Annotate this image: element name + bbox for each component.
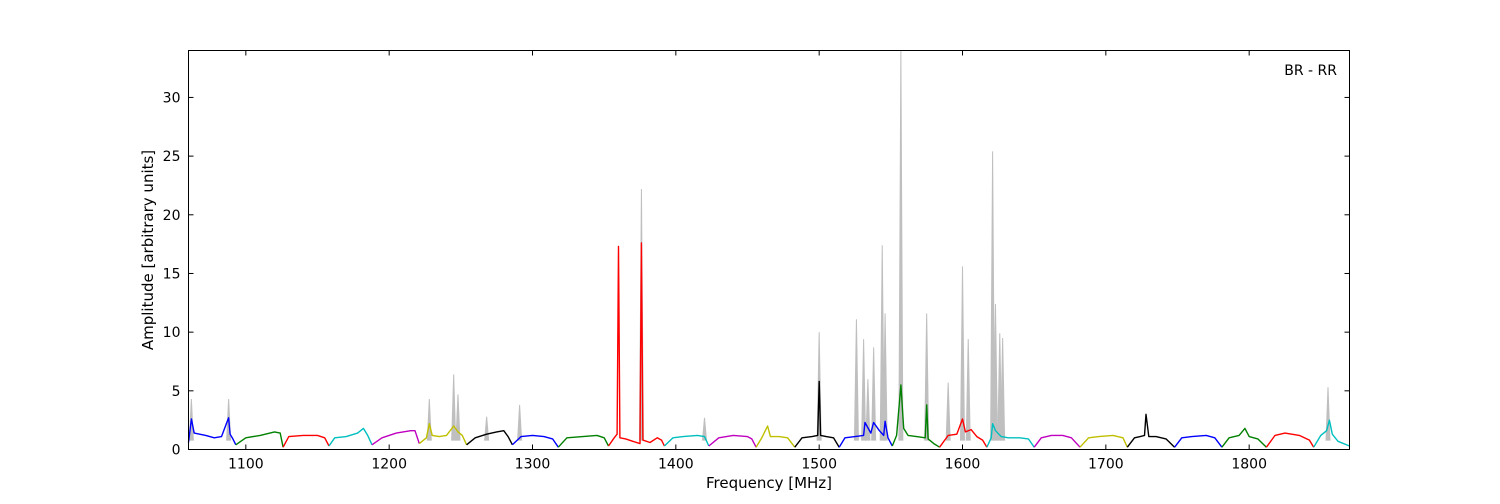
background-peak xyxy=(924,313,930,441)
series-segment xyxy=(607,242,666,447)
x-tick-label: 1200 xyxy=(371,457,407,473)
x-tick-label: 1600 xyxy=(945,457,981,473)
series-segment xyxy=(1221,427,1267,448)
background-peak xyxy=(990,151,996,441)
series-segment xyxy=(794,380,840,448)
background-peak xyxy=(451,374,457,441)
x-tick-label: 1300 xyxy=(515,457,551,473)
background-peak xyxy=(871,347,877,441)
segment-series xyxy=(187,242,1350,448)
background-peak xyxy=(959,266,966,441)
background-peak xyxy=(965,339,971,441)
y-tick-label: 10 xyxy=(163,325,181,341)
series-segment xyxy=(1265,432,1315,448)
background-peak xyxy=(517,404,523,441)
y-tick-label: 30 xyxy=(163,90,181,106)
background-peak xyxy=(879,245,885,441)
x-axis-label: Frequency [MHz] xyxy=(706,474,832,492)
series-segment xyxy=(235,431,284,448)
series-segment xyxy=(708,434,757,448)
series-segment xyxy=(663,434,710,447)
series-segment xyxy=(1126,413,1176,448)
series-segment xyxy=(511,434,559,448)
series-segment xyxy=(1313,419,1350,448)
series-segment xyxy=(328,427,373,447)
background-peak xyxy=(945,382,951,441)
x-tick-label: 1700 xyxy=(1088,457,1124,473)
background-peak xyxy=(861,339,867,441)
series-segment xyxy=(986,423,1035,448)
background-peak xyxy=(992,303,998,441)
series-segment xyxy=(939,418,988,448)
y-tick-label: 15 xyxy=(163,266,181,282)
plot-frame xyxy=(188,50,1350,450)
y-tick-label: 25 xyxy=(163,149,181,165)
series-segment xyxy=(557,434,610,448)
background-peak xyxy=(853,319,859,441)
series-segment xyxy=(187,417,237,446)
series-segment xyxy=(466,430,514,446)
series-segment xyxy=(418,423,468,446)
series-segment xyxy=(371,430,420,446)
background-peak xyxy=(882,313,888,441)
chart-annotation: BR - RR xyxy=(1284,63,1337,79)
series-segment xyxy=(755,425,796,448)
x-tick-label: 1800 xyxy=(1231,457,1267,473)
y-tick-label: 0 xyxy=(172,443,181,459)
x-tick-label: 1400 xyxy=(658,457,694,473)
background-peak xyxy=(898,50,904,441)
series-segment xyxy=(1174,434,1223,448)
x-tick-label: 1500 xyxy=(801,457,837,473)
y-tick-label: 20 xyxy=(163,208,181,224)
background-peak xyxy=(1000,338,1006,441)
series-segment xyxy=(282,434,330,448)
series-segment xyxy=(838,420,893,448)
series-segment xyxy=(1033,434,1081,448)
y-axis-label: Amplitude [arbitrary units] xyxy=(139,150,157,350)
background-peak xyxy=(701,417,708,441)
y-tick-label: 5 xyxy=(172,384,181,400)
x-tick-label: 1100 xyxy=(228,457,264,473)
series-segment xyxy=(1079,434,1128,448)
axis-ticks: 1100 1200 1300 1400 1500 1600 1700 1800 0 5 10 15 20… xyxy=(163,50,1350,473)
series-segment xyxy=(891,384,940,448)
background-peak xyxy=(455,394,461,441)
